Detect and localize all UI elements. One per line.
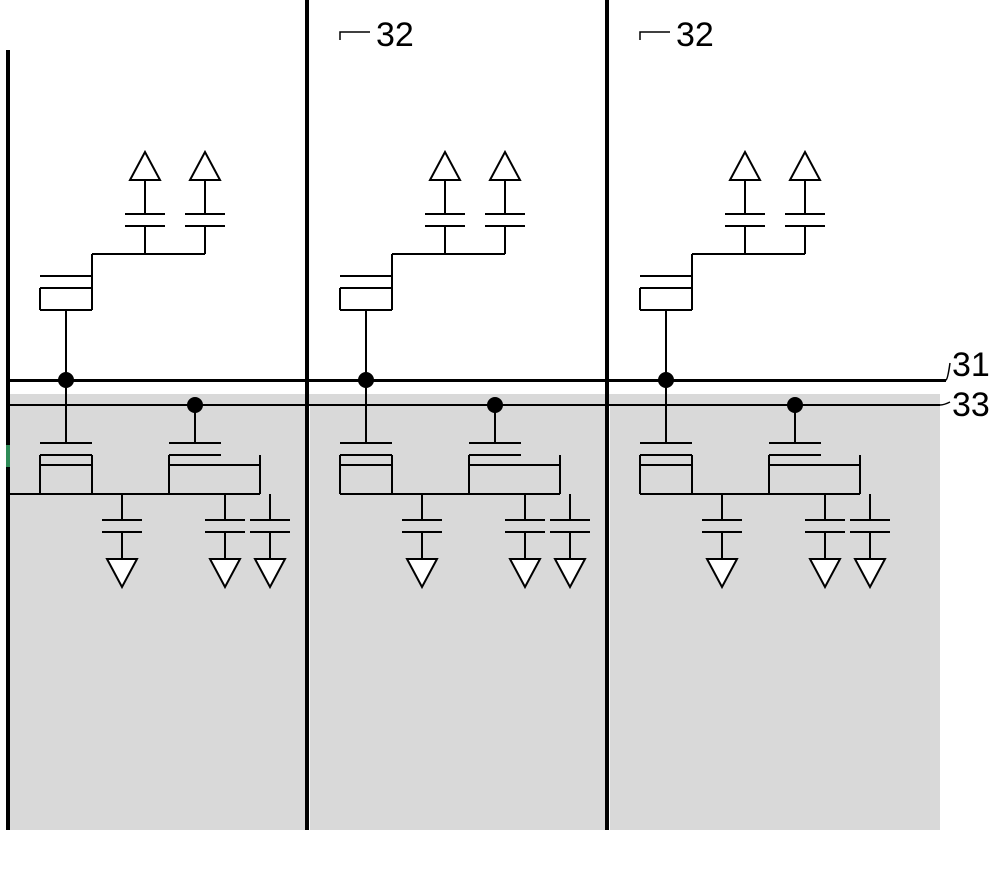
reference-label: 31 <box>952 346 990 385</box>
reference-label: 32 <box>376 16 414 55</box>
reference-label: 32 <box>676 16 714 55</box>
reference-label: 33 <box>952 386 990 425</box>
